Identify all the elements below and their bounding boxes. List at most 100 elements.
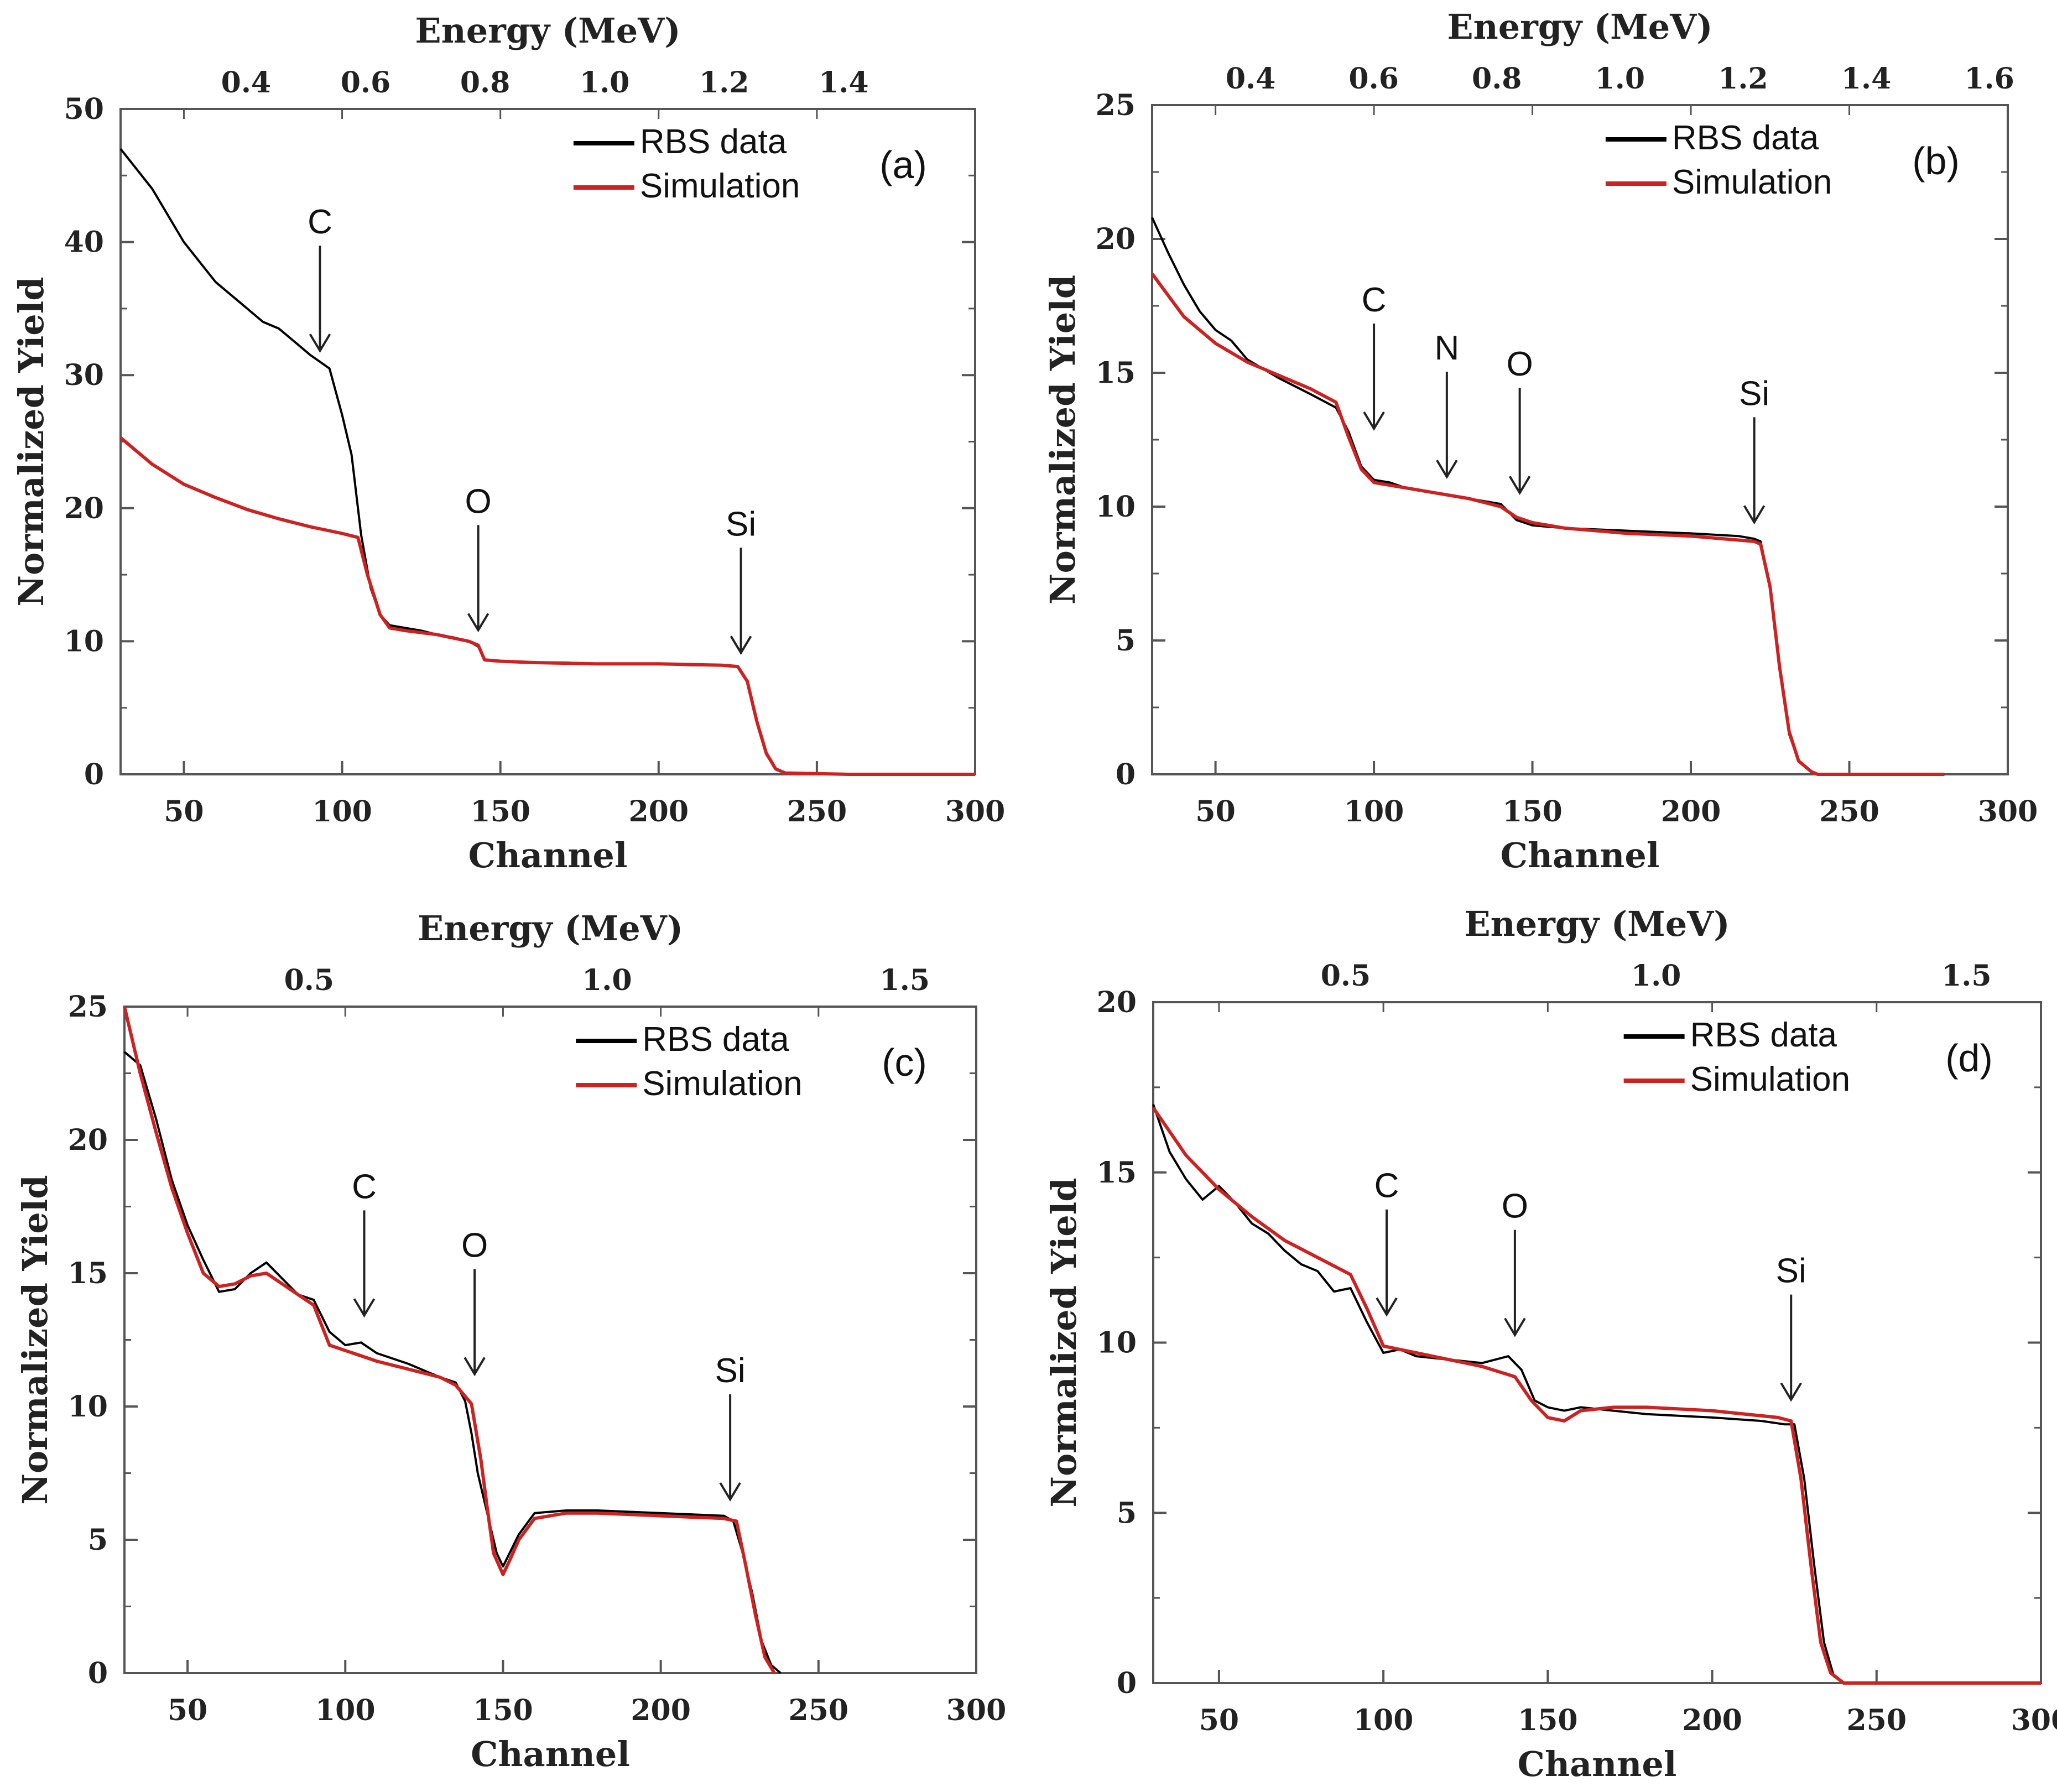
- y-tick-label: 5: [88, 1523, 108, 1557]
- x-tick-label: 250: [1819, 795, 1879, 829]
- annotation-arrowhead: [309, 334, 331, 353]
- simulation-series: [1152, 1107, 2041, 1685]
- energy-tick-label: 0.5: [284, 963, 334, 997]
- energy-tick-label: 1.5: [1941, 959, 1991, 993]
- y-tick-label: 0: [84, 758, 104, 791]
- y-tick-label: 50: [64, 92, 104, 126]
- panel-label: (c): [882, 1041, 927, 1084]
- x-axis-title: Channel: [468, 835, 628, 876]
- y-tick-label: 5: [1117, 1496, 1137, 1530]
- y-tick-label: 15: [68, 1257, 108, 1290]
- annotation-arrowhead: [467, 613, 489, 633]
- x-tick-label: 250: [787, 795, 847, 829]
- y-tick-label: 10: [68, 1390, 108, 1424]
- annotation-arrowhead: [353, 1298, 376, 1318]
- x-tick-label: 250: [789, 1694, 849, 1727]
- annotation-label-c: C: [352, 1168, 377, 1206]
- x-tick-label: 150: [1518, 1704, 1578, 1737]
- x-tick-label: 300: [1978, 795, 2038, 829]
- x-tick-label: 50: [164, 795, 204, 829]
- annotation-label-si: Si: [715, 1352, 746, 1390]
- x-tick-label: 200: [1661, 795, 1721, 829]
- energy-axis-title: Energy (MeV): [1464, 904, 1730, 944]
- simulation-series: [1150, 273, 1945, 776]
- energy-tick-label: 0.8: [1472, 62, 1522, 96]
- annotation-arrowhead: [730, 635, 752, 655]
- annotation-arrowhead: [1743, 505, 1766, 525]
- rbs-data-series: [1151, 217, 1945, 775]
- y-tick-label: 10: [1096, 490, 1136, 524]
- energy-tick-label: 1.0: [582, 963, 632, 997]
- energy-tick-label: 0.5: [1321, 959, 1371, 993]
- x-tick-label: 150: [473, 1694, 533, 1727]
- x-tick-label: 100: [1344, 795, 1404, 829]
- y-tick-label: 40: [64, 226, 104, 259]
- y-tick-label: 10: [64, 624, 104, 658]
- annotation-arrowhead: [1363, 411, 1385, 431]
- plot-frame: [123, 1006, 977, 1674]
- x-tick-label: 100: [1353, 1704, 1414, 1737]
- annotation-label-si: Si: [1739, 374, 1769, 413]
- x-tick-label: 300: [945, 795, 1006, 829]
- annotation-label-n: N: [1434, 329, 1459, 367]
- plot-frame: [1151, 104, 2009, 775]
- energy-tick-label: 1.0: [1631, 959, 1681, 993]
- x-tick-label: 50: [1199, 1704, 1239, 1737]
- legend-label: RBS data: [640, 123, 787, 161]
- annotation-arrowhead: [1436, 460, 1458, 480]
- legend-label: RBS data: [1690, 1016, 1837, 1054]
- energy-tick-label: 0.8: [460, 66, 510, 100]
- x-tick-label: 200: [1682, 1704, 1742, 1737]
- rbs-data-series: [119, 148, 975, 775]
- energy-tick-label: 1.0: [580, 66, 629, 100]
- rbs-data-series: [123, 1051, 782, 1674]
- annotation-arrowhead: [1780, 1382, 1802, 1402]
- energy-tick-label: 0.6: [341, 66, 390, 100]
- energy-tick-label: 1.4: [1841, 62, 1891, 96]
- legend-label: Simulation: [1690, 1060, 1850, 1098]
- x-tick-label: 150: [1502, 795, 1563, 829]
- panel-label: (a): [879, 143, 927, 186]
- x-tick-label: 150: [470, 795, 530, 829]
- x-tick-label: 100: [312, 795, 372, 829]
- annotation-arrowhead: [464, 1357, 486, 1377]
- simulation-series: [119, 436, 975, 776]
- energy-tick-label: 1.2: [1718, 62, 1768, 96]
- panel-label: (b): [1912, 139, 1960, 183]
- panel-c: 50 100 150 200 250 300 0 5 10 15 20 25 0.5 1.0 1.5 Ener…: [15, 908, 1006, 1774]
- annotation-arrowhead: [1508, 476, 1531, 496]
- legend-label: RBS data: [1672, 119, 1819, 157]
- annotation-label-si: Si: [726, 505, 756, 543]
- energy-tick-label: 1.4: [819, 66, 868, 100]
- panel-d: 50 100 150 200 250 300 0 5 10 15 20 0.5 1.0 1.5 Energy…: [1044, 904, 2057, 1784]
- y-tick-label: 5: [1116, 624, 1136, 658]
- y-axis-title: Normalized Yield: [15, 1175, 55, 1504]
- x-axis-title: Channel: [1501, 835, 1660, 876]
- annotation-label-o: O: [465, 482, 491, 520]
- energy-tick-label: 1.6: [1964, 62, 2014, 96]
- y-tick-label: 10: [1097, 1326, 1137, 1360]
- y-axis-title: Normalized Yield: [1044, 1178, 1084, 1507]
- energy-tick-label: 0.4: [221, 66, 271, 100]
- x-tick-label: 50: [168, 1694, 207, 1727]
- legend-label: RBS data: [642, 1020, 789, 1059]
- y-tick-label: 20: [64, 492, 104, 525]
- y-tick-label: 30: [64, 358, 104, 392]
- plot-frame: [1152, 1001, 2042, 1684]
- annotation-label-o: O: [461, 1226, 488, 1264]
- x-tick-label: 200: [629, 795, 689, 829]
- energy-axis-title: Energy (MeV): [415, 11, 680, 51]
- legend-label: Simulation: [642, 1065, 802, 1103]
- y-tick-label: 0: [1117, 1666, 1137, 1700]
- annotation-label-c: C: [1362, 281, 1387, 319]
- annotation-label-o: O: [1507, 345, 1533, 383]
- y-tick-label: 20: [68, 1123, 108, 1157]
- x-tick-label: 50: [1195, 795, 1235, 829]
- y-tick-label: 0: [88, 1656, 108, 1690]
- energy-tick-label: 0.6: [1348, 62, 1398, 96]
- panel-label: (d): [1945, 1036, 1993, 1080]
- annotation-arrowhead: [1504, 1317, 1526, 1337]
- energy-tick-label: 0.4: [1226, 62, 1275, 96]
- energy-axis-title: Energy (MeV): [418, 908, 683, 949]
